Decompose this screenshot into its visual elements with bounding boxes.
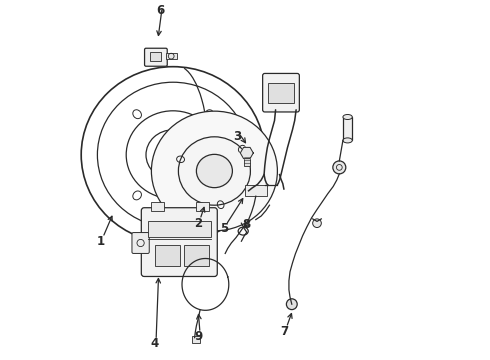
Circle shape bbox=[286, 299, 297, 310]
Bar bbox=[166, 53, 176, 59]
Bar bbox=[192, 336, 199, 343]
Text: 5: 5 bbox=[220, 222, 228, 235]
Text: 2: 2 bbox=[194, 217, 202, 230]
FancyBboxPatch shape bbox=[141, 208, 217, 276]
Text: 4: 4 bbox=[150, 337, 158, 350]
Ellipse shape bbox=[343, 138, 352, 143]
Bar bbox=[245, 185, 267, 196]
Bar bbox=[343, 117, 352, 140]
FancyBboxPatch shape bbox=[132, 233, 149, 253]
Bar bbox=[151, 202, 164, 211]
Text: 1: 1 bbox=[97, 235, 105, 248]
Ellipse shape bbox=[196, 154, 232, 188]
Ellipse shape bbox=[151, 111, 277, 231]
Polygon shape bbox=[240, 147, 253, 159]
Bar bbox=[244, 156, 250, 166]
Ellipse shape bbox=[343, 114, 352, 120]
Ellipse shape bbox=[178, 137, 250, 205]
Text: 8: 8 bbox=[243, 219, 251, 231]
Text: 6: 6 bbox=[156, 4, 165, 17]
Text: 7: 7 bbox=[281, 325, 289, 338]
Bar bbox=[148, 221, 211, 237]
Bar bbox=[269, 83, 294, 103]
FancyBboxPatch shape bbox=[145, 48, 167, 66]
Circle shape bbox=[333, 161, 346, 174]
Text: 9: 9 bbox=[194, 330, 202, 343]
Bar bbox=[155, 245, 180, 266]
Bar bbox=[184, 245, 209, 266]
Bar bbox=[150, 52, 161, 61]
Bar bbox=[196, 202, 209, 211]
Circle shape bbox=[313, 219, 321, 228]
Text: 3: 3 bbox=[233, 130, 241, 143]
FancyBboxPatch shape bbox=[263, 73, 299, 112]
